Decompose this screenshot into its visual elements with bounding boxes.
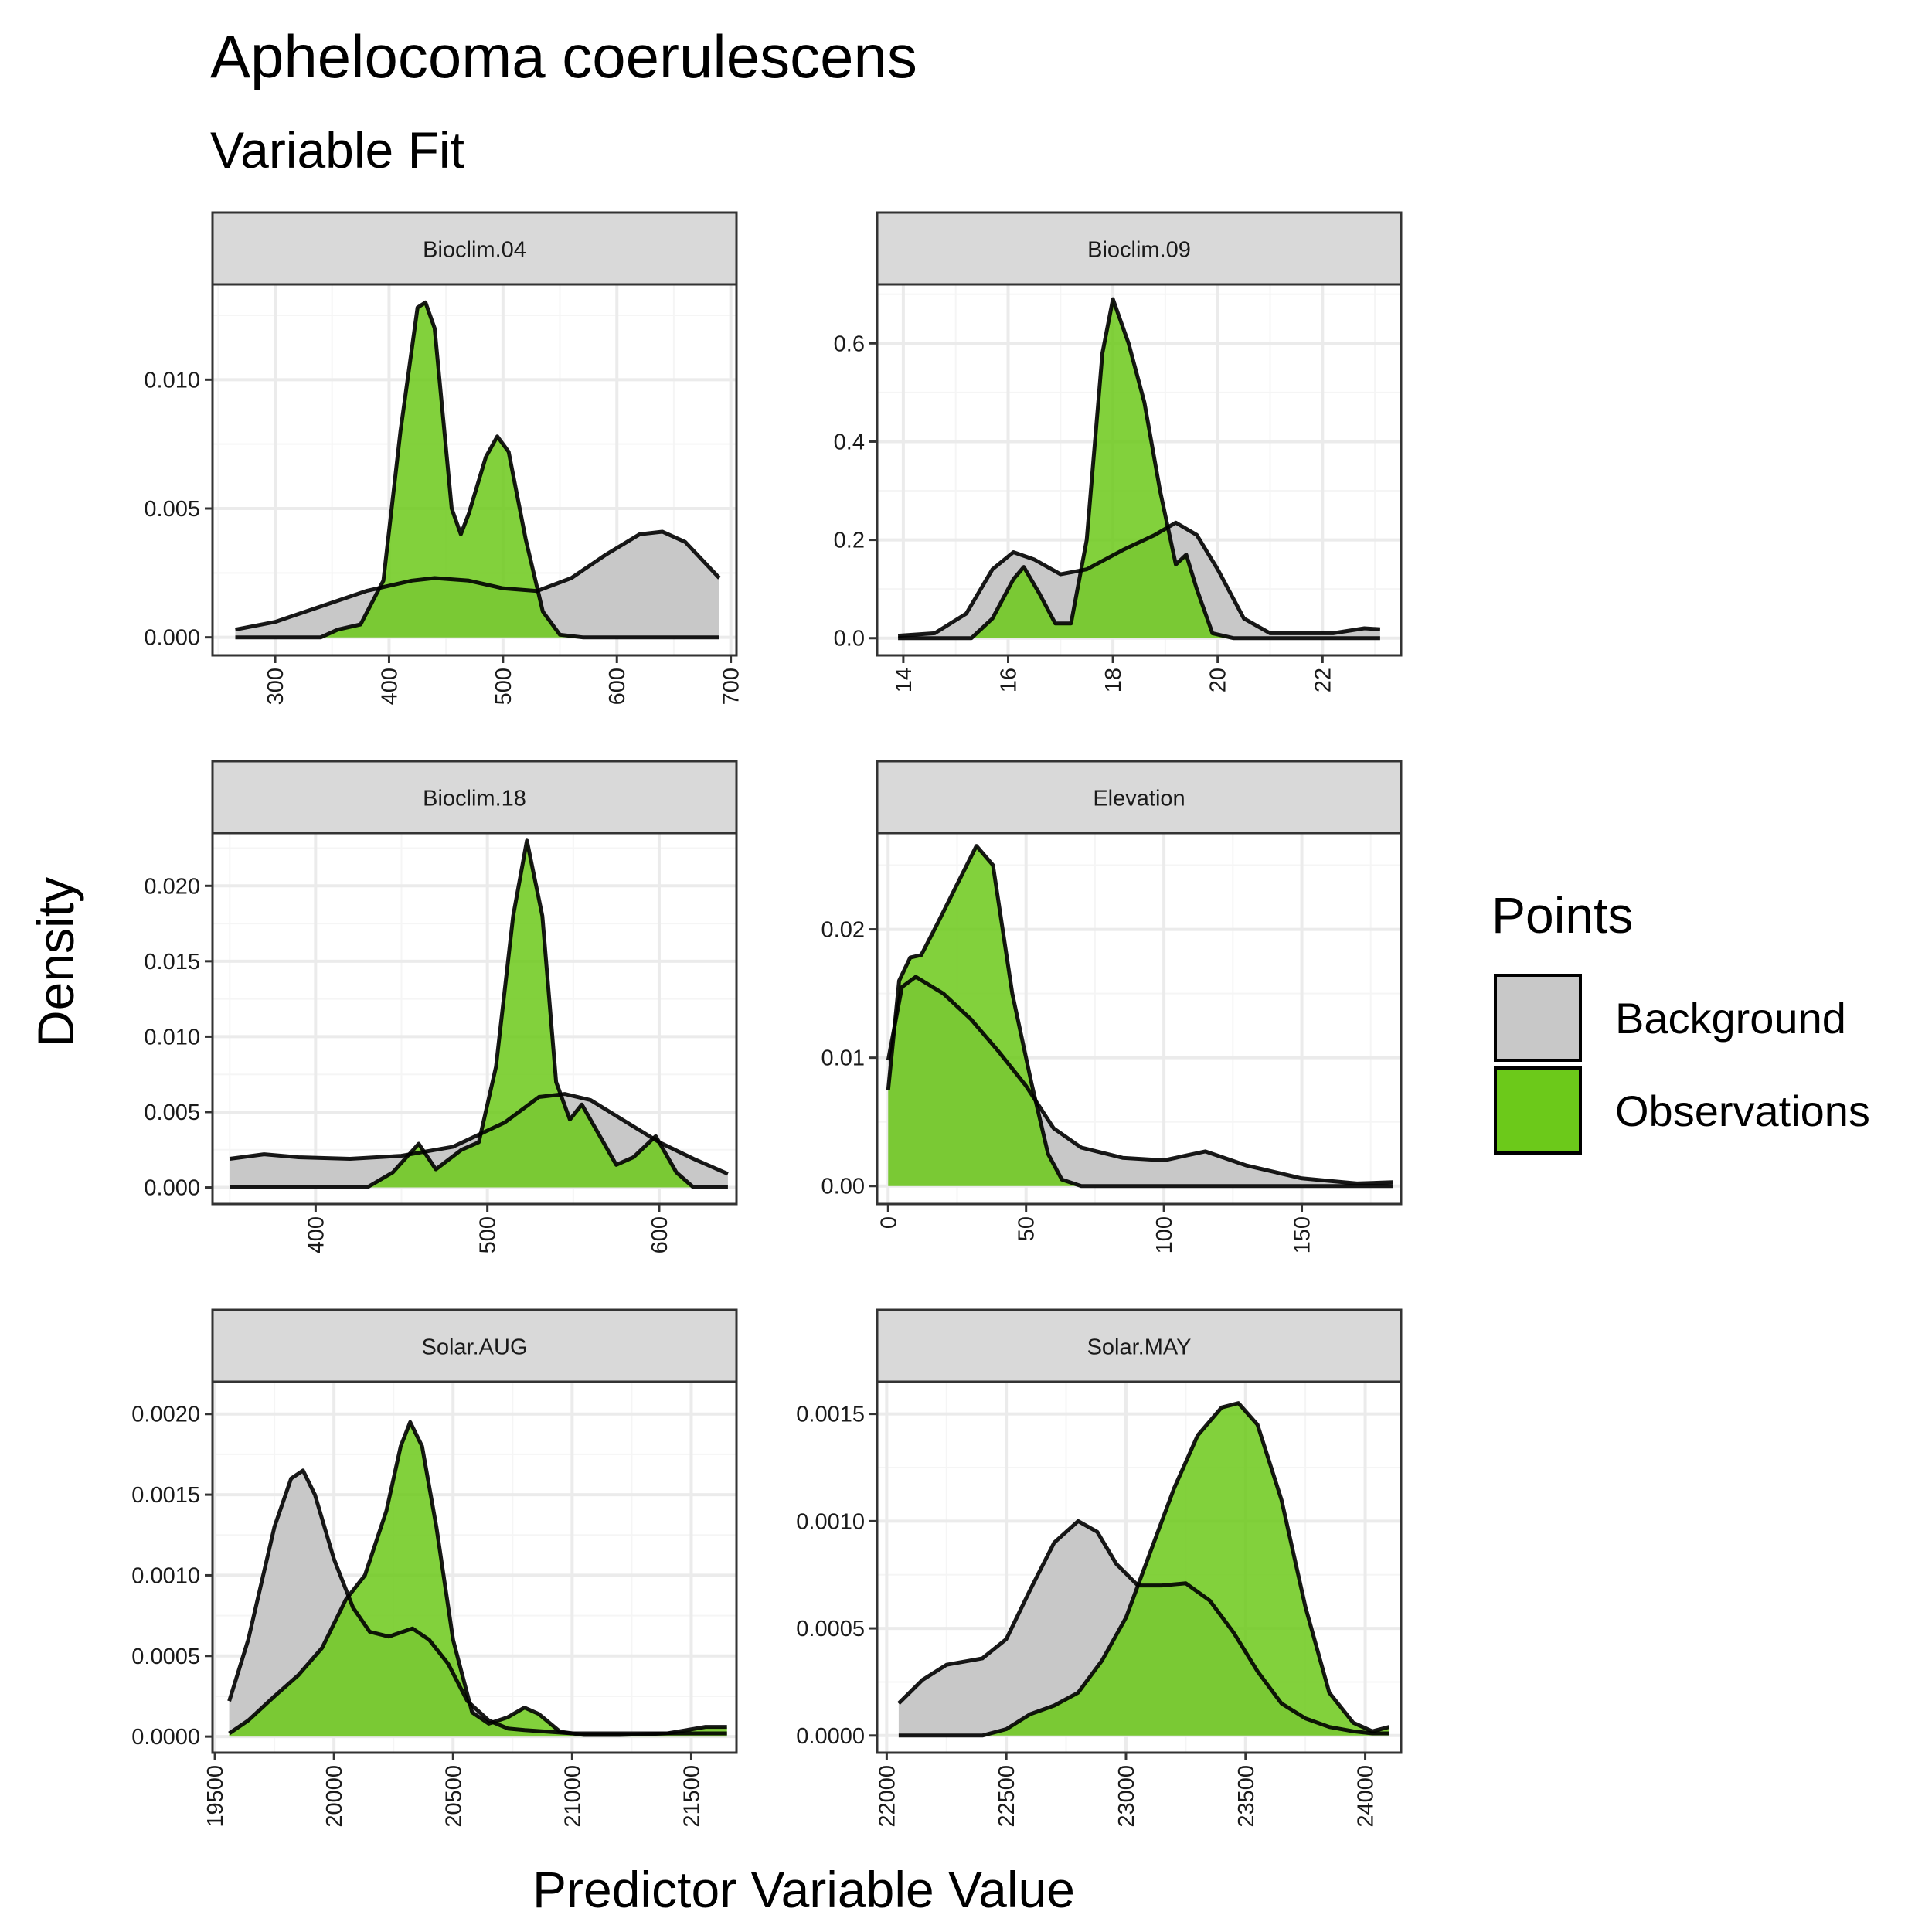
- panel-bioclim-18: Bioclim.18 0.000 0.005 0.010 0.015 0.020 400 50…: [144, 760, 738, 1253]
- y-tick-label: 0.00: [821, 1175, 865, 1199]
- x-tick-label: 23500: [1234, 1765, 1259, 1828]
- y-tick-label: 0.2: [834, 529, 865, 553]
- chart-title: Aphelocoma coerulescens: [210, 22, 917, 90]
- x-tick-label: 100: [1152, 1216, 1177, 1253]
- density-area-observations: [229, 1422, 727, 1737]
- y-tick-label: 0.0015: [131, 1483, 200, 1508]
- density-line-observations: [898, 1401, 1390, 1738]
- panel-border: [876, 1380, 1403, 1754]
- x-tick-label: 21500: [679, 1765, 704, 1828]
- x-tick-label: 600: [648, 1216, 672, 1253]
- panel-solar-may: Solar.MAY 0.0000 0.0005 0.0010 0.0015 22000 22…: [796, 1308, 1403, 1828]
- y-tick-label: 0.0005: [131, 1645, 200, 1669]
- y-tick-label: 0.4: [834, 430, 865, 454]
- legend: Points Background Observations: [1492, 886, 1870, 1155]
- panel-bioclim-04: Bioclim.04 0.000 0.005 0.010 300 400 500 600 700: [144, 211, 744, 705]
- y-tick-label: 0.015: [144, 950, 200, 975]
- y-tick-label: 0.0015: [796, 1403, 865, 1427]
- y-tick-label: 0.0: [834, 627, 865, 651]
- y-tick-label: 0.0010: [131, 1563, 200, 1588]
- facet-strip-label: Elevation: [1093, 787, 1185, 811]
- legend-label-observations: Observations: [1615, 1087, 1870, 1135]
- y-tick-label: 0.010: [144, 368, 200, 393]
- density-area-observations: [888, 845, 1393, 1186]
- legend-title: Points: [1492, 886, 1633, 944]
- density-line-observations: [230, 838, 728, 1189]
- facet-strip: [876, 211, 1403, 286]
- x-tick-label: 300: [264, 668, 288, 705]
- x-tick-label: 0: [876, 1216, 901, 1229]
- x-tick-label: 21000: [560, 1765, 585, 1828]
- facet-strip-label: Solar.MAY: [1087, 1335, 1192, 1360]
- density-area-observations: [235, 302, 719, 638]
- facet-strip: [211, 760, 738, 835]
- x-tick-label: 500: [476, 1216, 501, 1253]
- legend-label-background: Background: [1615, 994, 1846, 1043]
- x-tick-label: 50: [1015, 1216, 1039, 1241]
- y-tick-label: 0.0000: [131, 1725, 200, 1750]
- density-line-observations: [898, 297, 1380, 641]
- facet-strip-label: Solar.AUG: [422, 1335, 528, 1360]
- facet-strip-label: Bioclim.04: [423, 238, 526, 263]
- x-tick-label: 18: [1101, 668, 1126, 692]
- x-tick-label: 22500: [995, 1765, 1019, 1828]
- y-tick-label: 0.02: [821, 918, 865, 943]
- facet-strip: [876, 760, 1403, 835]
- facet-strip-label: Bioclim.18: [423, 787, 526, 811]
- y-tick-label: 0.0020: [131, 1403, 200, 1427]
- density-area-observations: [898, 299, 1380, 638]
- x-tick-label: 20: [1206, 668, 1231, 692]
- x-axis-title: Predictor Variable Value: [532, 1861, 1075, 1918]
- y-tick-label: 0.005: [144, 1100, 200, 1125]
- y-tick-label: 0.000: [144, 1176, 200, 1201]
- y-tick-label: 0.0005: [796, 1617, 865, 1641]
- x-tick-label: 23000: [1114, 1765, 1139, 1828]
- density-line-observations: [886, 844, 1393, 1189]
- y-axis-title: Density: [27, 877, 84, 1047]
- y-tick-label: 0.020: [144, 874, 200, 899]
- panel-border: [876, 283, 1403, 657]
- panel-elevation: Elevation 0.00 0.01 0.02 0 50 100 150: [821, 760, 1403, 1253]
- panel-solar-aug: Solar.AUG 0.0000 0.0005 0.0010 0.0015 0.0020 1…: [131, 1308, 738, 1828]
- x-tick-label: 500: [492, 668, 516, 705]
- x-tick-label: 150: [1291, 1216, 1315, 1253]
- facet-strip: [211, 211, 738, 286]
- y-tick-label: 0.005: [144, 497, 200, 522]
- panel-border: [876, 832, 1403, 1206]
- x-tick-label: 700: [719, 668, 744, 705]
- y-tick-label: 0.01: [821, 1046, 865, 1071]
- density-line-observations: [235, 300, 719, 640]
- density-line-background: [897, 1519, 1389, 1736]
- legend-key-observations: [1494, 1066, 1582, 1155]
- x-tick-label: 22000: [875, 1765, 900, 1828]
- chart-subtitle: Variable Fit: [210, 121, 464, 179]
- x-tick-label: 22: [1311, 668, 1335, 692]
- density-line-background: [886, 975, 1393, 1185]
- y-tick-label: 0.0010: [796, 1509, 865, 1534]
- x-tick-label: 20500: [441, 1765, 466, 1828]
- panel-border: [211, 832, 738, 1206]
- y-tick-label: 0.0000: [796, 1724, 865, 1749]
- x-tick-label: 400: [378, 668, 403, 705]
- x-tick-label: 24000: [1354, 1765, 1379, 1828]
- x-tick-label: 14: [892, 668, 917, 692]
- density-line-observations: [228, 1420, 727, 1737]
- panel-border: [211, 1380, 738, 1754]
- panel-bioclim-09: Bioclim.09 0.0 0.2 0.4 0.6 14 16 18 20 22: [834, 211, 1403, 692]
- y-tick-label: 0.6: [834, 332, 865, 356]
- x-tick-label: 600: [605, 668, 630, 705]
- facet-strip-label: Bioclim.09: [1087, 238, 1191, 263]
- y-tick-label: 0.010: [144, 1025, 200, 1049]
- x-tick-label: 20000: [322, 1765, 347, 1828]
- panel-border: [211, 283, 738, 657]
- x-tick-label: 16: [997, 668, 1022, 692]
- y-tick-label: 0.000: [144, 626, 200, 651]
- legend-key-background: [1494, 974, 1582, 1062]
- x-tick-label: 400: [304, 1216, 328, 1253]
- density-line-background: [235, 529, 721, 632]
- density-line-background: [897, 520, 1381, 638]
- x-tick-label: 19500: [203, 1765, 228, 1828]
